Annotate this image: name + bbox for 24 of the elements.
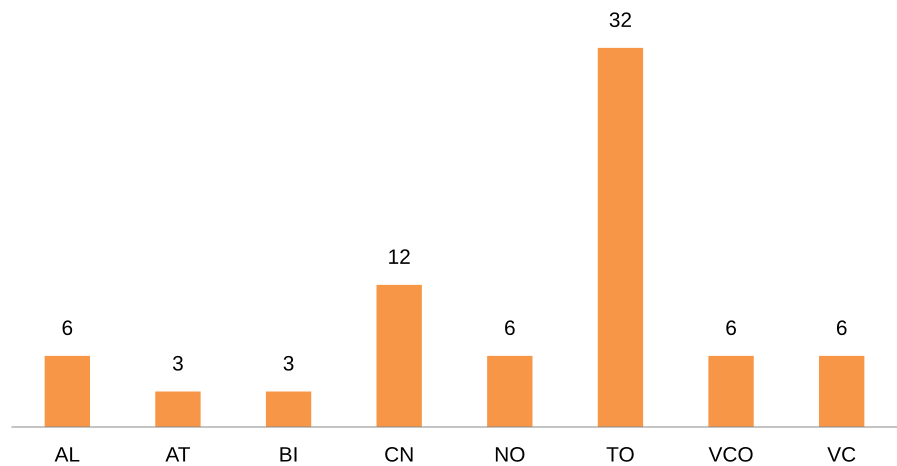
data-label: 3 bbox=[172, 356, 183, 371]
x-tick-label: TO bbox=[606, 446, 634, 462]
x-tick-label: VC bbox=[827, 446, 856, 462]
data-label: 6 bbox=[726, 320, 736, 336]
bar bbox=[44, 356, 90, 427]
bar bbox=[708, 356, 754, 427]
x-tick-label: NO bbox=[496, 446, 524, 462]
bar bbox=[819, 356, 864, 427]
data-label: 32 bbox=[610, 12, 631, 28]
data-label: 12 bbox=[389, 249, 410, 264]
bar bbox=[155, 391, 201, 427]
bar bbox=[598, 48, 644, 427]
data-label: 6 bbox=[62, 320, 72, 336]
bar bbox=[487, 356, 532, 427]
bar bbox=[376, 284, 422, 427]
data-label: 6 bbox=[836, 320, 847, 336]
x-tick-label: CN bbox=[385, 446, 413, 462]
x-tick-label: BI bbox=[280, 447, 296, 462]
data-label: 6 bbox=[505, 320, 515, 336]
x-tick-label: VCO bbox=[708, 446, 753, 462]
data-label: 3 bbox=[284, 356, 294, 371]
x-tick-label: AL bbox=[54, 447, 80, 462]
bar bbox=[266, 391, 312, 427]
x-tick-label: AT bbox=[165, 447, 190, 462]
